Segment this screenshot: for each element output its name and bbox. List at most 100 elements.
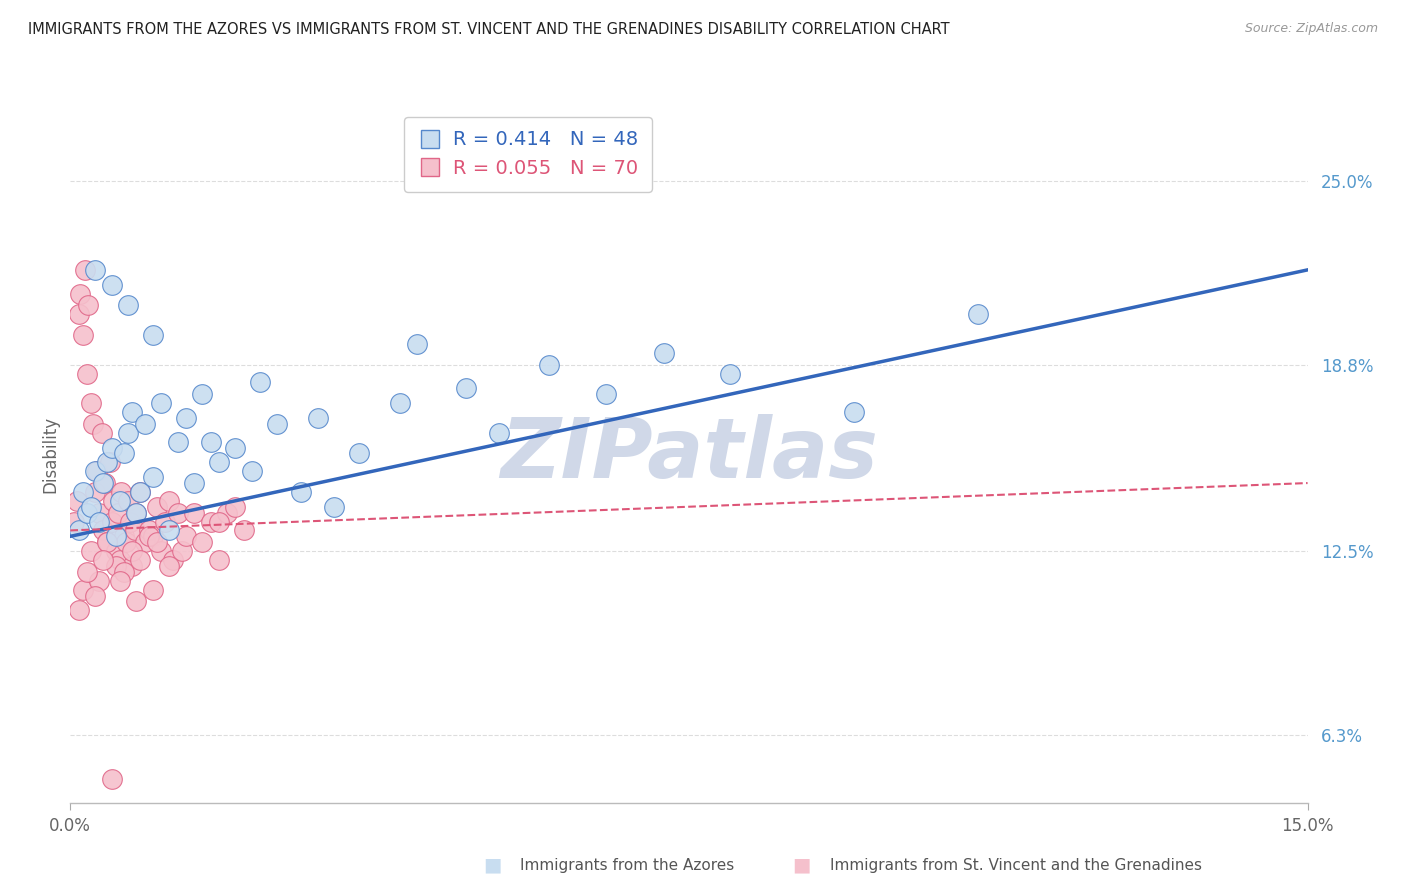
Point (232, 524, 254, 538)
Point (121, 405, 143, 419)
Point (67, 307, 90, 321)
Point (153, 515, 176, 529)
Point (174, 529, 197, 543)
Point (162, 553, 184, 567)
Legend: R = 0.414   N = 48, R = 0.055   N = 70: R = 0.414 N = 48, R = 0.055 N = 70 (405, 117, 652, 192)
Point (129, 553, 152, 567)
Text: Immigrants from the Azores: Immigrants from the Azores (520, 858, 734, 872)
Point (84, 464, 107, 478)
Text: ■: ■ (792, 855, 811, 875)
Point (84, 263, 107, 277)
Point (91, 524, 114, 538)
Point (652, 345, 675, 359)
Point (67, 603, 90, 617)
Point (96, 535, 118, 549)
Point (118, 515, 141, 529)
Point (134, 417, 156, 431)
Point (166, 506, 188, 520)
Text: ZIPatlas: ZIPatlas (501, 415, 877, 495)
Point (75, 263, 97, 277)
Point (240, 464, 263, 478)
Point (76, 506, 98, 520)
Point (108, 553, 131, 567)
Point (77, 298, 100, 312)
Point (91, 553, 114, 567)
Point (157, 493, 180, 508)
Point (595, 387, 617, 401)
Point (174, 411, 197, 425)
Point (76, 565, 98, 579)
Point (96, 455, 118, 469)
Point (104, 558, 127, 573)
Point (183, 476, 205, 491)
Point (200, 434, 222, 449)
Point (117, 493, 139, 508)
Point (72, 582, 94, 597)
Point (157, 558, 180, 573)
Point (129, 484, 152, 499)
Point (405, 337, 427, 351)
Point (142, 470, 165, 484)
Point (100, 772, 122, 786)
Point (89, 506, 111, 520)
Point (146, 535, 169, 549)
Point (112, 529, 135, 543)
Point (90, 425, 112, 440)
Point (323, 500, 346, 514)
Point (108, 574, 131, 588)
Point (110, 484, 132, 499)
Text: Immigrants from St. Vincent and the Grenadines: Immigrants from St. Vincent and the Gren… (830, 858, 1202, 872)
Point (67, 524, 90, 538)
Point (142, 582, 165, 597)
Point (215, 506, 238, 520)
Point (138, 524, 160, 538)
Point (117, 298, 139, 312)
Point (100, 277, 122, 292)
Point (76, 367, 98, 381)
Point (124, 524, 146, 538)
Point (191, 387, 214, 401)
Point (208, 553, 231, 567)
Point (80, 500, 103, 514)
Point (112, 565, 135, 579)
Point (117, 425, 139, 440)
Point (89, 574, 111, 588)
Point (249, 376, 271, 390)
Point (82, 417, 104, 431)
Point (100, 515, 122, 529)
Point (347, 446, 370, 460)
Point (134, 535, 156, 549)
Point (107, 506, 129, 520)
Point (125, 506, 148, 520)
Point (96, 535, 118, 549)
Point (208, 455, 231, 469)
Point (112, 446, 135, 460)
Point (266, 417, 288, 431)
Point (456, 381, 478, 395)
Text: Source: ZipAtlas.com: Source: ZipAtlas.com (1244, 22, 1378, 36)
Point (150, 544, 173, 558)
Point (121, 544, 143, 558)
Point (142, 328, 165, 343)
Point (121, 558, 143, 573)
Text: ■: ■ (482, 855, 502, 875)
Point (125, 506, 148, 520)
Point (80, 396, 103, 410)
Point (66, 493, 89, 508)
Point (100, 441, 122, 455)
Text: IMMIGRANTS FROM THE AZORES VS IMMIGRANTS FROM ST. VINCENT AND THE GRENADINES DIS: IMMIGRANTS FROM THE AZORES VS IMMIGRANTS… (28, 22, 949, 37)
Point (69, 286, 91, 301)
Y-axis label: Disability: Disability (41, 417, 59, 493)
Point (103, 493, 125, 508)
Point (307, 411, 329, 425)
Point (146, 500, 169, 514)
Point (72, 328, 94, 343)
Point (224, 441, 246, 455)
Point (80, 544, 103, 558)
Point (150, 396, 173, 410)
Point (488, 425, 510, 440)
Point (84, 589, 107, 603)
Point (94, 476, 117, 491)
Point (290, 484, 312, 499)
Point (125, 594, 148, 608)
